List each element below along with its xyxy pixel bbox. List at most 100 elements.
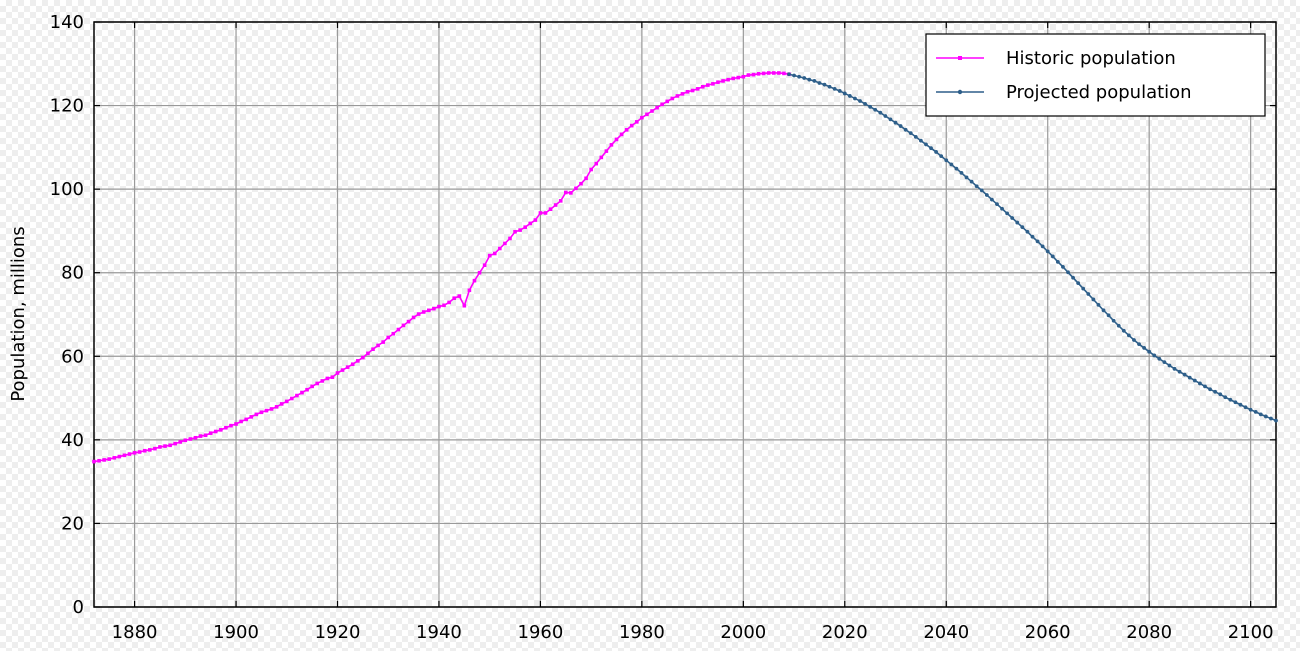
data-point: [1086, 292, 1091, 296]
data-point: [787, 72, 791, 77]
data-point: [777, 71, 781, 75]
data-point: [1182, 372, 1187, 377]
data-point: [102, 458, 106, 462]
data-point: [873, 107, 878, 112]
data-point: [847, 94, 852, 98]
data-point: [203, 433, 208, 438]
data-point: [92, 459, 96, 464]
data-point: [1177, 369, 1182, 374]
data-point: [964, 175, 969, 180]
data-point: [792, 73, 796, 78]
data-point: [863, 102, 867, 106]
data-point: [381, 340, 385, 344]
data-point: [391, 331, 396, 336]
data-point: [462, 303, 467, 308]
data-point: [198, 434, 203, 438]
data-point: [97, 458, 101, 463]
data-point: [726, 77, 730, 82]
data-point: [208, 431, 213, 435]
data-point: [579, 181, 583, 186]
y-tick-label: 140: [50, 12, 84, 33]
data-point: [832, 86, 837, 91]
data-point: [117, 454, 122, 459]
data-point: [1147, 349, 1152, 354]
data-point: [1172, 366, 1177, 371]
y-tick-label: 80: [61, 263, 84, 284]
data-point: [878, 110, 883, 115]
data-point: [173, 441, 177, 446]
data-point: [1243, 405, 1248, 410]
data-point: [569, 191, 573, 195]
data-point: [320, 379, 325, 383]
data-point: [396, 327, 401, 332]
data-point: [340, 368, 345, 372]
data-point: [1218, 392, 1223, 397]
y-tick-label: 40: [61, 430, 84, 451]
data-point: [548, 207, 553, 211]
data-point: [1157, 356, 1162, 361]
x-tick-label: 2040: [923, 622, 969, 643]
data-point: [635, 120, 639, 124]
data-point: [584, 176, 588, 181]
data-point: [1233, 400, 1238, 405]
x-tick-label: 1960: [518, 622, 564, 643]
data-point: [132, 451, 137, 455]
data-point: [721, 79, 725, 83]
data-point: [979, 188, 984, 193]
x-tick-label: 1940: [416, 622, 462, 643]
data-point: [482, 263, 487, 267]
data-point: [1253, 409, 1258, 414]
data-point: [432, 306, 436, 311]
data-point: [939, 154, 944, 159]
data-point: [1152, 353, 1157, 358]
data-point: [188, 437, 193, 441]
data-point: [508, 236, 512, 241]
data-point: [1258, 412, 1263, 417]
data-point: [229, 423, 233, 428]
data-point: [756, 72, 761, 76]
data-point: [279, 402, 284, 406]
legend-box: [925, 33, 1266, 117]
data-point: [604, 149, 609, 153]
data-point: [949, 162, 954, 167]
data-point: [239, 419, 243, 424]
data-point: [1208, 387, 1212, 392]
data-point: [766, 71, 771, 75]
data-point: [219, 428, 223, 432]
data-series: [92, 71, 1278, 464]
data-point: [1248, 407, 1253, 412]
data-point: [883, 114, 888, 118]
data-point: [1045, 249, 1050, 254]
data-point: [842, 91, 847, 96]
data-point: [660, 102, 664, 107]
data-point: [650, 109, 654, 113]
data-point: [1187, 375, 1192, 380]
legend-label-projected: Projected population: [1006, 82, 1192, 103]
y-tick-label: 20: [61, 513, 84, 534]
data-point: [543, 211, 548, 215]
x-tick-label: 2000: [720, 622, 766, 643]
data-point: [969, 179, 974, 184]
data-point: [680, 92, 685, 96]
data-point: [741, 74, 746, 79]
data-point: [1121, 328, 1126, 333]
data-point: [533, 218, 538, 222]
data-point: [487, 253, 492, 258]
data-point: [183, 438, 188, 443]
data-point: [812, 79, 817, 83]
data-point: [513, 229, 517, 234]
data-point: [254, 412, 259, 417]
data-point: [609, 143, 614, 147]
data-point: [427, 308, 431, 313]
data-point: [477, 270, 482, 275]
axis-ticks: 1880 1900 1920 1940 1960 1980 2000 2020 2040 2060…: [50, 12, 1276, 643]
data-point: [492, 251, 497, 256]
data-point: [1071, 275, 1075, 280]
data-point: [518, 228, 522, 232]
data-point: [711, 82, 715, 86]
data-point: [1061, 264, 1065, 269]
x-tick-label: 1980: [619, 622, 665, 643]
data-point: [406, 319, 411, 324]
data-point: [330, 375, 335, 379]
data-point: [690, 88, 695, 93]
